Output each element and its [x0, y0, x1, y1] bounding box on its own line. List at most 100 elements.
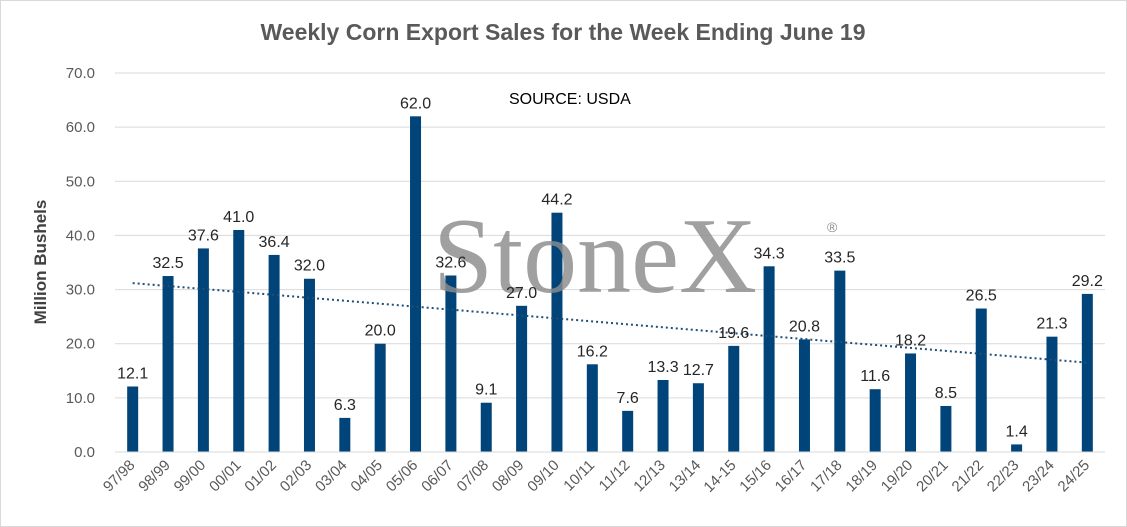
x-tick-label: 98/99 [135, 457, 174, 496]
x-tick-label: 10/11 [560, 457, 598, 495]
data-label: 16.2 [577, 343, 608, 360]
data-label: 37.6 [188, 227, 219, 244]
x-tick-label: 08/09 [489, 457, 528, 496]
bar [622, 410, 634, 452]
x-tick-label: 07/08 [454, 457, 493, 496]
x-tick-label: 19/20 [878, 457, 917, 496]
x-tick-label: 99/00 [171, 457, 210, 496]
data-label: 12.1 [117, 365, 148, 382]
bar [162, 276, 174, 452]
source-annotation: SOURCE: USDA [509, 91, 631, 108]
x-tick-label: 11/12 [596, 457, 634, 495]
x-tick-label: 00/01 [206, 457, 245, 496]
data-label: 27.0 [506, 285, 537, 302]
data-label: 6.3 [334, 397, 356, 414]
data-label: 33.5 [824, 250, 855, 267]
data-label: 11.6 [860, 368, 890, 385]
bar [445, 275, 457, 452]
bar [869, 389, 881, 452]
bar [586, 364, 598, 452]
bar [975, 308, 987, 452]
x-tick-label: 97/98 [100, 457, 139, 496]
data-labels: 12.1 32.5 37.641.0 36.432.0 6.3 20.0 62.0 32.6 9… [117, 95, 1103, 440]
data-label: 8.5 [935, 385, 957, 402]
bar [1046, 336, 1058, 452]
x-tick-label: 16/17 [772, 457, 811, 496]
bar [410, 116, 422, 453]
bar [197, 248, 209, 452]
bars [127, 116, 1093, 453]
x-tick-label: 13/14 [666, 457, 705, 496]
x-tick-label: 14-15 [700, 457, 739, 496]
x-tick-label: 20/21 [913, 457, 952, 496]
bar [798, 339, 810, 452]
y-tick-label: 60.0 [66, 119, 95, 136]
watermark-text: StoneX [433, 197, 757, 316]
x-tick-label: 24/25 [1055, 457, 1094, 496]
y-tick-label: 40.0 [66, 227, 95, 244]
x-tick-label: 04/05 [347, 457, 386, 496]
data-label: 20.8 [789, 318, 820, 335]
data-label: 26.5 [966, 288, 997, 305]
bar [1081, 293, 1093, 452]
data-label: 18.2 [895, 332, 926, 349]
data-label: 36.4 [259, 234, 290, 251]
x-tick-label: 05/06 [383, 457, 422, 496]
bar [657, 379, 669, 452]
x-tick-label: 01/02 [241, 457, 280, 496]
bar [303, 278, 315, 452]
chart-title: Weekly Corn Export Sales for the Week En… [261, 19, 866, 45]
data-label: 44.2 [541, 192, 572, 209]
y-tick-label: 10.0 [66, 390, 95, 407]
bar [940, 405, 952, 452]
bar [233, 230, 245, 452]
y-tick-label: 70.0 [66, 65, 95, 82]
x-tick-label: 18/19 [842, 457, 881, 496]
x-tick-label: 09/10 [524, 457, 563, 496]
data-label: 21.3 [1036, 316, 1067, 333]
x-tick-label: 23/24 [1019, 457, 1058, 496]
bar [728, 345, 740, 452]
bar [1011, 444, 1023, 452]
data-label: 1.4 [1005, 423, 1027, 440]
data-label: 9.1 [475, 382, 497, 399]
data-label: 32.5 [152, 255, 183, 272]
data-label: 32.6 [435, 254, 466, 271]
bar [374, 343, 386, 452]
watermark-registered-mark: ® [827, 219, 838, 235]
y-axis-ticks: 0.0 10.0 20.0 30.0 40.0 50.0 60.0 70.0 [66, 65, 95, 461]
y-axis-title: Million Bushels [31, 200, 50, 325]
bar [127, 386, 139, 452]
data-label: 12.7 [683, 362, 714, 379]
bar [268, 254, 280, 452]
x-tick-label: 22/23 [984, 457, 1023, 496]
data-label: 62.0 [400, 95, 431, 112]
x-tick-label: 15/16 [736, 457, 775, 496]
bar [763, 266, 775, 452]
x-tick-label: 03/04 [312, 457, 351, 496]
bar [905, 353, 917, 452]
x-tick-label: 17/18 [807, 457, 846, 496]
data-label: 7.6 [617, 390, 639, 407]
y-tick-label: 0.0 [74, 444, 95, 461]
data-label: 13.3 [647, 359, 678, 376]
data-label: 19.6 [718, 325, 749, 342]
bar [339, 417, 351, 452]
data-label: 29.2 [1072, 273, 1103, 290]
x-tick-label: 02/03 [277, 457, 316, 496]
y-tick-label: 30.0 [66, 282, 95, 299]
bar [516, 305, 528, 452]
bar [834, 270, 846, 452]
data-label: 20.0 [365, 323, 396, 340]
y-tick-label: 20.0 [66, 336, 95, 353]
x-axis-ticks: 97/9898/9999/0000/0101/0202/0303/0404/05… [100, 457, 1093, 496]
data-label: 34.3 [754, 245, 785, 262]
data-label: 41.0 [223, 209, 254, 226]
x-tick-label: 06/07 [418, 457, 457, 496]
data-label: 32.0 [294, 258, 325, 275]
y-tick-label: 50.0 [66, 173, 95, 190]
x-tick-label: 21/22 [949, 457, 988, 496]
bar [692, 383, 704, 452]
watermark-logo: StoneX ® [433, 197, 838, 316]
